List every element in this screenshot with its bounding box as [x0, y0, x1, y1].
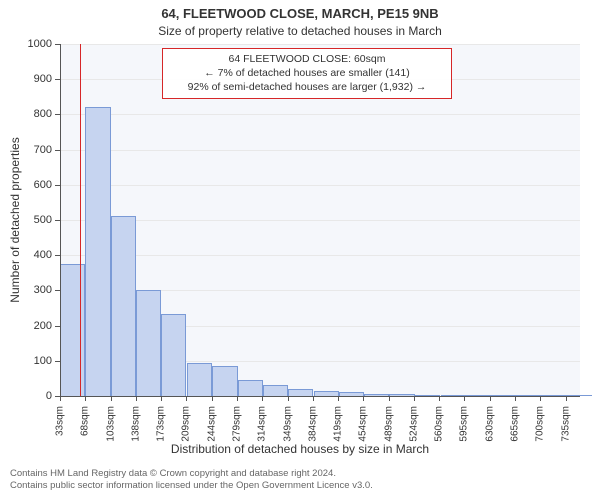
histogram-bar [111, 216, 136, 396]
y-tick-label: 0 [46, 390, 60, 402]
chart-subtitle: Size of property relative to detached ho… [0, 24, 600, 38]
x-axis-label: Distribution of detached houses by size … [0, 442, 600, 456]
y-axis-label: Number of detached properties [8, 137, 22, 302]
histogram-bar [85, 107, 110, 396]
y-tick-label: 300 [34, 284, 60, 296]
y-tick-label: 900 [34, 73, 60, 85]
x-tick-label: 68sqm [80, 406, 91, 436]
x-tick-label: 209sqm [181, 406, 192, 442]
x-tick-label: 735sqm [560, 406, 571, 442]
histogram-bar [60, 264, 85, 396]
histogram-bar [161, 314, 186, 396]
annotation-line1: 64 FLEETWOOD CLOSE: 60sqm [171, 52, 443, 66]
footer-line1: Contains HM Land Registry data © Crown c… [10, 468, 373, 480]
histogram-bar [288, 389, 313, 396]
y-tick-label: 600 [34, 179, 60, 191]
x-tick-label: 665sqm [510, 406, 521, 442]
annotation-line3: 92% of semi-detached houses are larger (… [171, 80, 443, 94]
x-tick-label: 489sqm [383, 406, 394, 442]
x-tick-label: 595sqm [459, 406, 470, 442]
reference-line [80, 44, 81, 396]
footer-line2: Contains public sector information licen… [10, 480, 373, 492]
x-axis-line [60, 396, 580, 397]
y-tick-label: 1000 [28, 38, 60, 50]
annotation-line2: ← 7% of detached houses are smaller (141… [171, 66, 443, 80]
x-tick-label: 630sqm [484, 406, 495, 442]
y-axis-line [60, 44, 61, 396]
histogram-bar [212, 366, 237, 396]
x-tick-label: 33sqm [55, 406, 66, 436]
x-tick-label: 454sqm [358, 406, 369, 442]
chart-title: 64, FLEETWOOD CLOSE, MARCH, PE15 9NB [0, 6, 600, 21]
annotation-box: 64 FLEETWOOD CLOSE: 60sqm ← 7% of detach… [162, 48, 452, 99]
x-tick-label: 560sqm [434, 406, 445, 442]
x-tick-label: 314sqm [257, 406, 268, 442]
x-tick-label: 279sqm [231, 406, 242, 442]
plot-area: 64 FLEETWOOD CLOSE: 60sqm ← 7% of detach… [60, 44, 580, 396]
x-tick-label: 384sqm [307, 406, 318, 442]
histogram-bar [263, 385, 288, 396]
footer: Contains HM Land Registry data © Crown c… [10, 468, 373, 493]
x-tick-label: 419sqm [333, 406, 344, 442]
x-tick-label: 138sqm [130, 406, 141, 442]
y-tick-label: 500 [34, 214, 60, 226]
chart-container: 64, FLEETWOOD CLOSE, MARCH, PE15 9NB Siz… [0, 0, 600, 500]
x-tick-label: 349sqm [282, 406, 293, 442]
y-tick-label: 400 [34, 249, 60, 261]
y-tick-label: 700 [34, 144, 60, 156]
y-tick-label: 800 [34, 108, 60, 120]
histogram-bar [238, 380, 263, 396]
x-tick-label: 173sqm [156, 406, 167, 442]
y-tick-label: 200 [34, 320, 60, 332]
x-tick-label: 700sqm [535, 406, 546, 442]
y-tick-label: 100 [34, 355, 60, 367]
x-tick-label: 244sqm [206, 406, 217, 442]
histogram-bar [136, 290, 161, 396]
x-tick-label: 103sqm [105, 406, 116, 442]
x-tick-label: 524sqm [408, 406, 419, 442]
histogram-bar [187, 363, 212, 396]
